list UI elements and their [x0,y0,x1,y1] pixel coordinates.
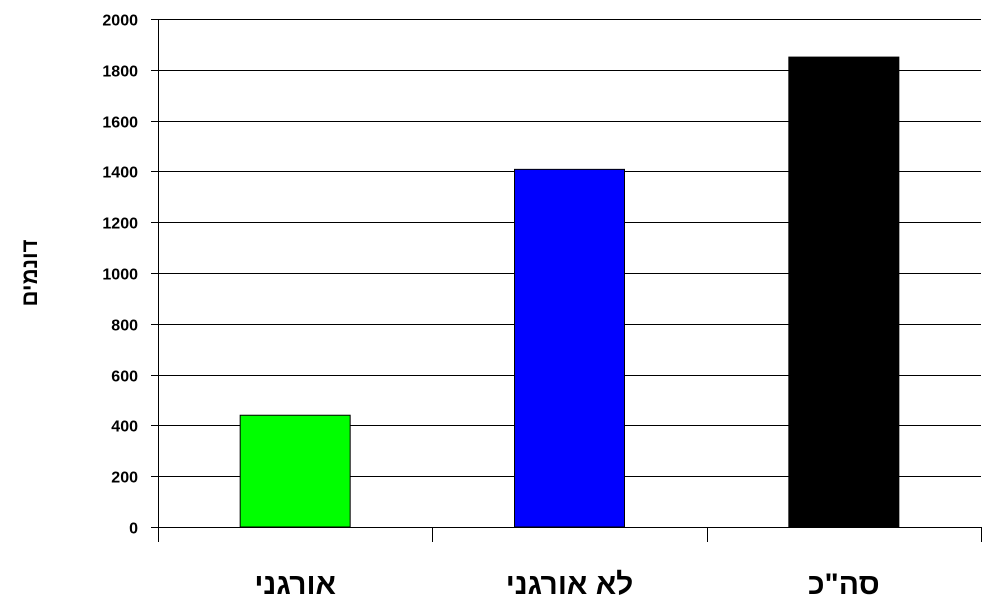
y-tick-label: 1200 [102,216,138,233]
x-category-labels: אורגני לא אורגני סה"כ [254,568,879,601]
bar [239,414,351,528]
bar [788,56,900,528]
y-axis-title: דונמים [17,239,42,306]
y-tick-label: 1000 [102,267,138,284]
y-tick-label: 1800 [102,64,138,81]
y-tick-label: 400 [111,419,138,436]
x-category-label: לא אורגני [506,568,634,601]
y-tick-label: 1600 [102,115,138,132]
y-tick-labels: 0 200 400 600 800 1000 1200 1400 1600 1800 2000 [102,13,138,538]
x-category-label: סה"כ [808,568,880,601]
y-tick-label: 1400 [102,165,138,182]
y-tick-label: 0 [129,521,138,538]
axes [151,19,982,542]
y-tick-label: 600 [111,369,138,386]
y-tick-label: 800 [111,318,138,335]
bars [239,56,900,528]
x-category-label: אורגני [254,568,336,601]
y-tick-label: 2000 [102,13,138,30]
y-tick-label: 200 [111,470,138,487]
bar [514,168,625,528]
